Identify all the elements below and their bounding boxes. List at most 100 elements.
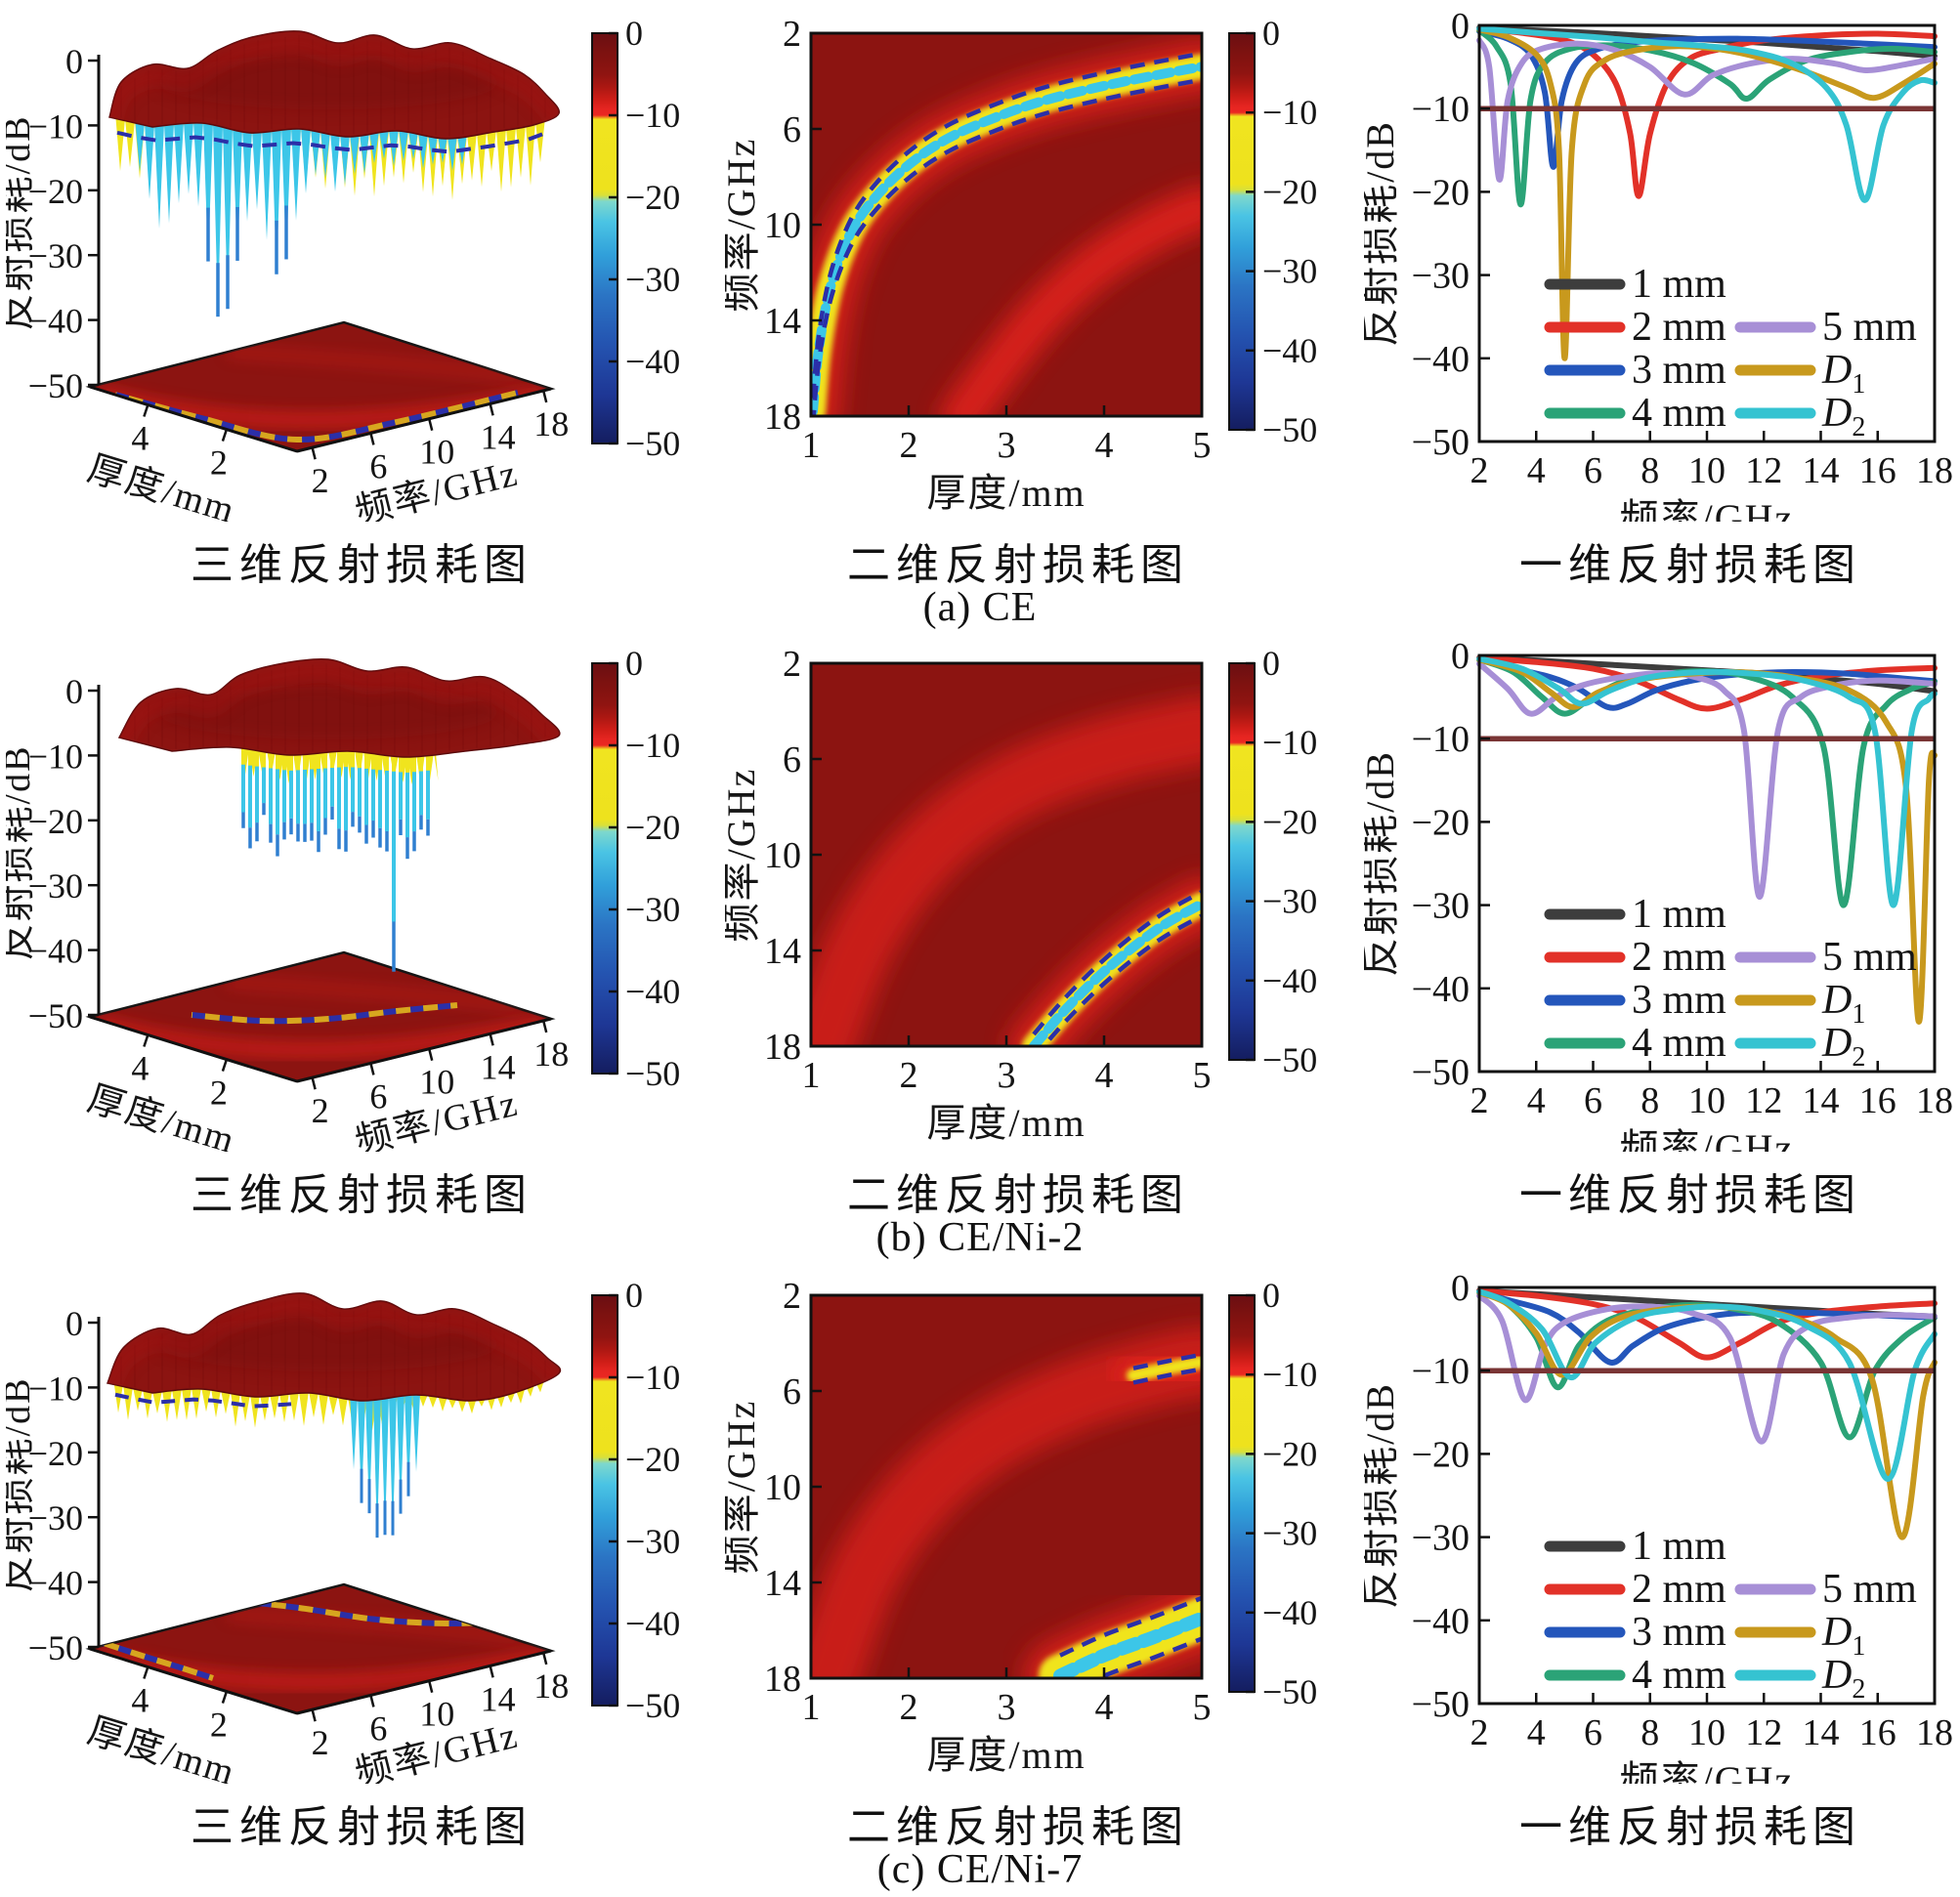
svg-text:2: 2 [312, 461, 329, 500]
svg-text:5: 5 [1193, 425, 1212, 466]
svg-text:−50: −50 [28, 1628, 83, 1667]
svg-text:14: 14 [481, 1047, 516, 1086]
svg-text:−30: −30 [28, 236, 83, 275]
svg-text:6: 6 [1584, 1712, 1602, 1753]
svg-text:−10: −10 [1262, 93, 1317, 132]
caption-2d-b: 二维反射损耗图 [847, 1171, 1189, 1219]
svg-text:4 mm: 4 mm [1632, 1653, 1726, 1698]
svg-text:D2: D2 [1821, 391, 1865, 443]
svg-text:−30: −30 [28, 866, 83, 906]
svg-text:10: 10 [764, 835, 801, 876]
svg-text:3: 3 [998, 1687, 1016, 1728]
svg-text:0: 0 [1262, 14, 1280, 53]
svg-text:−30: −30 [1262, 252, 1317, 291]
svg-text:−50: −50 [625, 1686, 680, 1725]
svg-text:2 mm: 2 mm [1632, 1567, 1726, 1612]
line-plot-b: 2 4 6 8 10 12 14 16 18 0 −10 −20 −30 −40 −50 频率/GHz 反射损耗… [1364, 636, 1953, 1152]
caption-2d-c: 二维反射损耗图 [847, 1803, 1189, 1851]
svg-text:频率/GHz: 频率/GHz [725, 138, 763, 313]
svg-text:−10: −10 [1412, 89, 1470, 130]
svg-text:−50: −50 [625, 424, 680, 463]
svg-text:10: 10 [1688, 1712, 1726, 1753]
svg-text:反射损耗/dB: 反射损耗/dB [1364, 120, 1402, 347]
svg-text:−20: −20 [28, 172, 83, 211]
row-label-a: (a) CE [922, 585, 1038, 630]
svg-text:5: 5 [1193, 1687, 1212, 1728]
svg-text:10: 10 [764, 1467, 801, 1508]
svg-text:反射损耗/dB: 反射损耗/dB [1364, 750, 1402, 977]
svg-text:10: 10 [764, 205, 801, 246]
svg-text:−40: −40 [625, 972, 680, 1011]
svg-text:14: 14 [764, 301, 801, 342]
svg-text:−50: −50 [1412, 422, 1470, 463]
svg-text:−20: −20 [28, 1434, 83, 1473]
svg-text:6: 6 [1584, 450, 1602, 491]
svg-text:5 mm: 5 mm [1822, 1567, 1917, 1612]
svg-text:6: 6 [783, 1371, 801, 1412]
svg-text:18: 18 [1916, 1712, 1953, 1753]
svg-text:14: 14 [481, 1679, 516, 1718]
svg-text:4: 4 [1527, 1712, 1546, 1753]
svg-text:−10: −10 [1412, 719, 1470, 760]
svg-text:−20: −20 [1412, 172, 1470, 213]
svg-text:−50: −50 [625, 1054, 680, 1093]
svg-text:10: 10 [419, 1063, 454, 1102]
svg-text:−10: −10 [1412, 1351, 1470, 1392]
svg-text:−20: −20 [1262, 1434, 1317, 1473]
svg-text:−10: −10 [625, 96, 680, 135]
svg-text:2: 2 [783, 644, 801, 685]
caption-3d-a: 三维反射损耗图 [191, 541, 533, 589]
svg-text:14: 14 [481, 417, 516, 456]
svg-text:−40: −40 [1262, 961, 1317, 1000]
svg-text:2: 2 [783, 14, 801, 55]
svg-text:10: 10 [419, 433, 454, 472]
svg-text:5 mm: 5 mm [1822, 935, 1917, 980]
svg-text:−20: −20 [28, 802, 83, 841]
svg-text:6: 6 [369, 1708, 387, 1748]
svg-text:−20: −20 [625, 178, 680, 217]
svg-text:−20: −20 [1412, 1434, 1470, 1475]
svg-text:−50: −50 [28, 996, 83, 1035]
svg-text:−30: −30 [625, 890, 680, 929]
line-plot-a: 2 4 6 8 10 12 14 16 18 0 −10 −20 −30 −40 −50 频率/GHz 反射损耗… [1364, 6, 1953, 522]
svg-text:4 mm: 4 mm [1632, 391, 1726, 436]
svg-text:2: 2 [312, 1723, 329, 1762]
svg-text:−40: −40 [1262, 1593, 1317, 1632]
svg-text:−10: −10 [1262, 723, 1317, 762]
svg-text:10: 10 [1688, 450, 1726, 491]
svg-text:2: 2 [1470, 450, 1489, 491]
svg-text:−50: −50 [1412, 1052, 1470, 1093]
svg-text:18: 18 [764, 1027, 801, 1068]
svg-text:1: 1 [802, 1687, 821, 1728]
svg-text:2: 2 [312, 1091, 329, 1130]
svg-text:厚度/mm: 厚度/mm [926, 1101, 1086, 1145]
svg-text:0: 0 [1451, 6, 1470, 47]
svg-text:−40: −40 [28, 932, 83, 971]
svg-text:2: 2 [210, 1074, 228, 1113]
svg-text:2: 2 [210, 443, 228, 483]
svg-text:3 mm: 3 mm [1632, 348, 1726, 393]
svg-text:8: 8 [1640, 1080, 1659, 1121]
svg-text:5: 5 [1193, 1055, 1212, 1096]
svg-text:18: 18 [764, 1659, 801, 1700]
svg-text:频率/GHz: 频率/GHz [1620, 1126, 1795, 1152]
svg-text:14: 14 [1803, 1080, 1840, 1121]
svg-text:14: 14 [764, 1563, 801, 1604]
svg-text:反射损耗/dB: 反射损耗/dB [6, 745, 38, 961]
svg-text:频率/GHz: 频率/GHz [725, 768, 763, 943]
svg-text:−10: −10 [28, 106, 83, 146]
svg-text:−20: −20 [625, 808, 680, 847]
svg-text:反射损耗/dB: 反射损耗/dB [6, 1377, 38, 1593]
svg-text:−30: −30 [1262, 1514, 1317, 1553]
svg-text:−20: −20 [1262, 172, 1317, 211]
svg-text:5 mm: 5 mm [1822, 305, 1917, 350]
svg-text:频率/GHz: 频率/GHz [1620, 1758, 1795, 1784]
svg-text:−50: −50 [1262, 1672, 1317, 1711]
svg-text:6: 6 [783, 739, 801, 780]
svg-text:−20: −20 [1412, 802, 1470, 843]
caption-1d-c: 一维反射损耗图 [1519, 1803, 1861, 1851]
svg-text:3 mm: 3 mm [1632, 1610, 1726, 1655]
svg-text:16: 16 [1859, 1080, 1896, 1121]
